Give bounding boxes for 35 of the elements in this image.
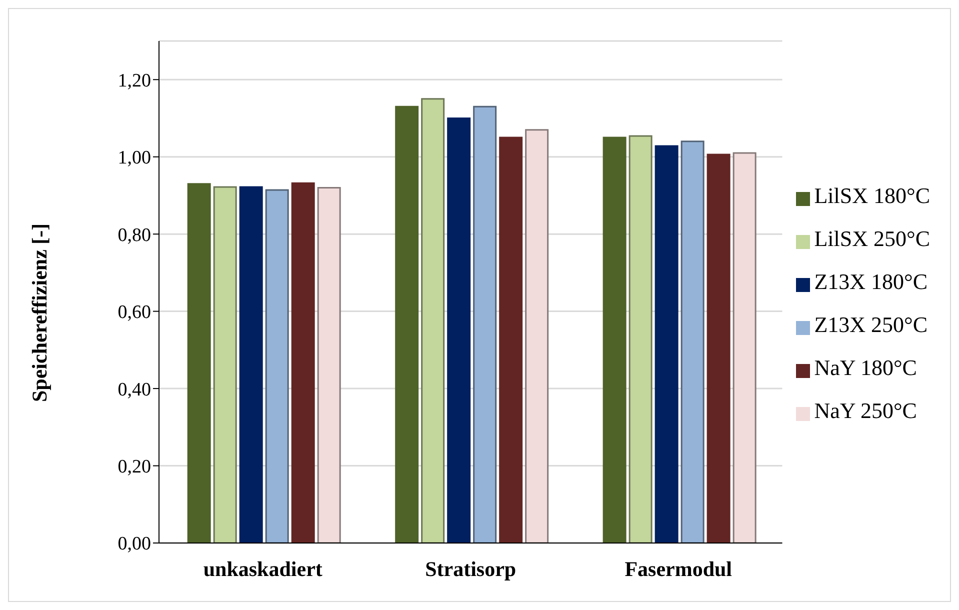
x-tick-label: Stratisorp <box>425 556 516 581</box>
bar <box>239 186 263 543</box>
y-tick-label: 0,20 <box>118 456 151 478</box>
x-tick-label: Fasermodul <box>624 556 732 581</box>
x-tick-label: unkaskadiert <box>203 556 322 581</box>
legend-label: Z13X 180°C <box>814 269 928 294</box>
bar <box>499 136 523 543</box>
bar <box>654 145 678 543</box>
y-tick-label: 0,40 <box>118 379 151 400</box>
bar <box>473 106 497 543</box>
y-axis-title: Speichereffizienz [-] <box>27 223 52 402</box>
bar <box>291 182 315 543</box>
legend-label: NaY 180°C <box>814 355 917 380</box>
bar <box>706 154 730 543</box>
bar <box>317 186 341 543</box>
legend-label: NaY 250°C <box>814 398 917 423</box>
legend-label: LilSX 180°C <box>814 183 930 208</box>
y-tick-label: 0,60 <box>118 302 151 324</box>
legend-label: Z13X 250°C <box>814 312 928 337</box>
bar <box>187 183 211 543</box>
legend-label: LilSX 250°C <box>814 226 930 251</box>
y-tick-label: 0,80 <box>118 224 151 246</box>
y-tick-label: 0,00 <box>118 534 151 555</box>
bar <box>265 189 289 543</box>
bar <box>680 140 704 543</box>
bar <box>628 135 652 543</box>
bar <box>447 117 471 543</box>
y-tick-label: 1,20 <box>118 70 151 92</box>
bar <box>732 152 756 543</box>
bar <box>525 129 549 543</box>
y-tick-label: 1,00 <box>118 148 151 169</box>
bar <box>602 136 626 543</box>
bar <box>395 106 419 543</box>
bar <box>421 98 445 543</box>
bar <box>213 186 237 543</box>
